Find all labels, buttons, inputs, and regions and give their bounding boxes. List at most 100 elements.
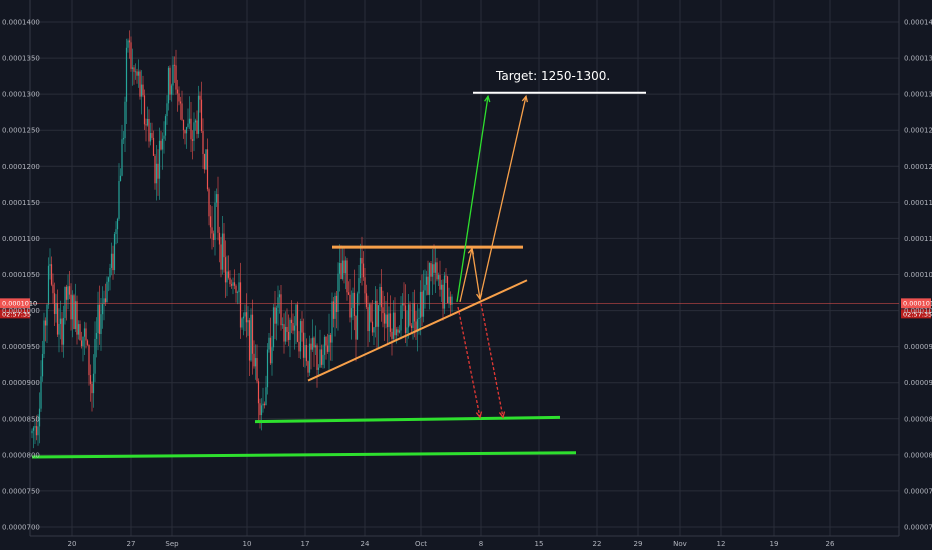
candle-body xyxy=(241,318,243,328)
candle-body xyxy=(431,264,434,277)
candle-body xyxy=(112,253,114,271)
candle-body xyxy=(44,320,47,326)
candle-body xyxy=(191,139,194,141)
candle-body xyxy=(208,189,210,217)
candle-body xyxy=(73,295,75,330)
candle-body xyxy=(364,277,366,294)
candle-body xyxy=(298,341,300,352)
candle-body xyxy=(187,123,189,128)
candle-body xyxy=(88,344,90,376)
candle-body xyxy=(242,316,245,319)
candle-body xyxy=(145,124,147,126)
orange-arrow-1 xyxy=(459,248,473,303)
candle-body xyxy=(292,322,294,331)
candle-body xyxy=(50,264,53,285)
candle-body xyxy=(62,317,65,345)
candle-body xyxy=(250,314,252,361)
orange-arrow-2 xyxy=(471,248,481,300)
candle-body xyxy=(68,286,71,295)
candle-body xyxy=(322,354,324,365)
x-tick: 26 xyxy=(826,540,835,548)
candle-body xyxy=(38,408,41,427)
candle-body xyxy=(109,267,111,278)
candle-body xyxy=(106,281,108,303)
candle-body xyxy=(319,349,321,368)
candle-body xyxy=(122,138,125,140)
bearish-arrow-2-head xyxy=(498,411,506,419)
candle-body xyxy=(64,286,66,318)
candle-body xyxy=(344,260,347,274)
candle-body xyxy=(94,338,96,374)
y-tick-right: 0.0000700 xyxy=(904,524,932,532)
price-tag-left xyxy=(0,298,30,309)
candle-body xyxy=(304,345,306,358)
candle-body xyxy=(161,138,164,150)
candle-body xyxy=(130,42,132,69)
countdown-tag-left xyxy=(0,309,30,319)
candle-body xyxy=(173,64,176,66)
candle-body xyxy=(172,64,174,86)
candle-body xyxy=(121,139,123,176)
candle-body xyxy=(175,65,177,90)
candle-body xyxy=(55,303,57,314)
candle-body xyxy=(91,383,93,394)
candle-body xyxy=(284,326,287,342)
candle-body xyxy=(185,127,188,134)
candle-body xyxy=(401,303,404,306)
y-tick-left: 0.0001400 xyxy=(2,19,40,27)
y-tick-left: 0.0001300 xyxy=(2,91,40,99)
candle-body xyxy=(389,313,392,332)
candle-body xyxy=(424,284,426,291)
candle-body xyxy=(76,301,78,335)
candle-body xyxy=(337,273,339,312)
candle-body xyxy=(245,312,248,323)
y-tick-right: 0.0001350 xyxy=(904,55,932,63)
candle-body xyxy=(448,296,450,304)
candle-body xyxy=(224,257,227,283)
candle-body xyxy=(169,67,171,95)
candle-body xyxy=(425,276,428,285)
candle-body xyxy=(226,271,228,283)
candle-body xyxy=(334,295,336,319)
candle-body xyxy=(103,298,105,305)
candle-body xyxy=(278,294,281,298)
candle-body xyxy=(188,118,191,124)
candle-body xyxy=(265,387,267,406)
candle-body xyxy=(406,327,408,333)
candle-body xyxy=(74,301,77,330)
x-tick: 8 xyxy=(479,540,483,548)
candle-body xyxy=(359,257,362,279)
candle-body xyxy=(167,67,170,104)
candle-body xyxy=(380,287,383,308)
candle-body xyxy=(134,71,137,73)
y-tick-left: 0.0001200 xyxy=(2,163,40,171)
price-tag-right xyxy=(901,298,931,309)
candle-body xyxy=(119,175,122,182)
candle-body xyxy=(374,300,377,328)
candle-body xyxy=(313,337,315,348)
candle-body xyxy=(146,118,149,126)
candle-body xyxy=(31,430,33,434)
candle-body xyxy=(392,312,395,339)
candle-body xyxy=(398,330,401,333)
x-tick: Nov xyxy=(673,540,687,548)
candle-body xyxy=(409,304,411,326)
candle-body xyxy=(262,403,264,406)
candle-body xyxy=(439,275,441,290)
candle-body xyxy=(56,303,59,335)
candle-body xyxy=(32,427,35,431)
candle-body xyxy=(257,381,260,404)
candle-body xyxy=(223,233,225,258)
x-axis: 20 27 Sep 10 17 24 Oct 8 15 22 29 Nov 12 19 26 xyxy=(68,540,835,548)
candle-body xyxy=(40,376,42,409)
candle-body xyxy=(95,333,98,339)
candle-body xyxy=(281,324,284,326)
candle-body xyxy=(199,95,201,100)
target-label: Target: 1250-1300. xyxy=(495,69,610,83)
candle-body xyxy=(218,232,221,245)
candle-body xyxy=(59,318,62,324)
y-tick-right: 0.0001050 xyxy=(904,271,932,279)
candle-body xyxy=(142,84,144,96)
y-tick-left: 0.0000950 xyxy=(2,343,40,351)
